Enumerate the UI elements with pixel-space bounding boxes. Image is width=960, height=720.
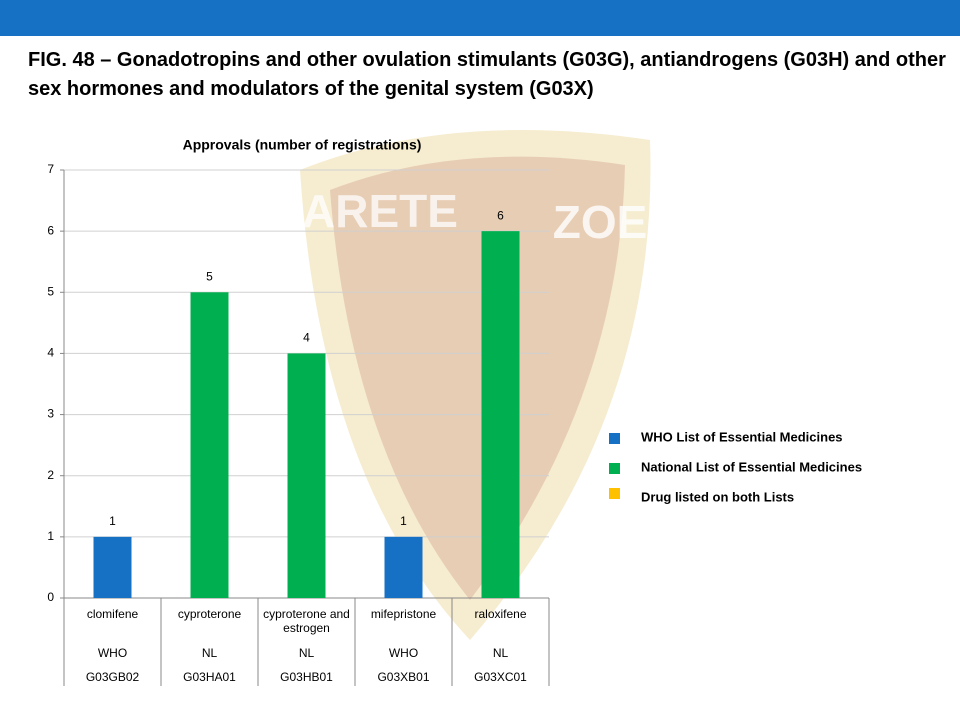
watermark-text: ZOE xyxy=(553,196,648,248)
bar xyxy=(481,231,520,598)
data-label: 1 xyxy=(400,514,407,528)
legend-label: WHO List of Essential Medicines xyxy=(641,429,843,444)
legend-label: Drug listed on both Lists xyxy=(641,489,794,504)
list-label: NL xyxy=(298,646,315,660)
atc-code: G03GB02 xyxy=(85,670,140,684)
figure-title: FIG. 48 – Gonadotropins and other ovulat… xyxy=(28,49,946,100)
header-bar xyxy=(0,0,960,36)
data-label: 4 xyxy=(303,331,310,345)
bar xyxy=(287,353,326,598)
x-tick-label: mifepristone xyxy=(370,607,437,621)
atc-code: G03HB01 xyxy=(280,670,333,684)
y-tick-label: 6 xyxy=(47,223,54,237)
atc-code: G03XC01 xyxy=(474,670,527,684)
x-tick-label: clomifene xyxy=(86,607,139,621)
legend-swatch xyxy=(609,433,620,444)
data-label: 5 xyxy=(206,269,213,283)
list-label: NL xyxy=(492,646,509,660)
bar xyxy=(190,292,229,598)
list-label: WHO xyxy=(97,646,128,660)
x-tick-label: raloxifene xyxy=(474,607,527,621)
y-tick-label: 4 xyxy=(47,346,54,360)
list-label: WHO xyxy=(388,646,419,660)
y-tick-label: 3 xyxy=(47,407,54,421)
data-label: 1 xyxy=(109,514,116,528)
watermark-text: ARETE xyxy=(302,185,458,237)
y-tick-label: 7 xyxy=(47,162,54,176)
y-tick-label: 5 xyxy=(47,284,54,298)
list-label: NL xyxy=(201,646,218,660)
x-tick-label: cyproterone xyxy=(177,607,242,621)
x-tick-label: cyproterone and estrogen xyxy=(263,607,350,635)
y-tick-label: 0 xyxy=(47,590,54,604)
y-tick-label: 2 xyxy=(47,468,54,482)
watermark xyxy=(300,130,651,640)
data-label: 6 xyxy=(497,208,504,222)
atc-code: G03XB01 xyxy=(377,670,430,684)
bar xyxy=(384,536,423,598)
legend-swatch xyxy=(609,488,620,499)
legend-swatch xyxy=(609,463,620,474)
bar xyxy=(93,536,132,598)
legend-label: National List of Essential Medicines xyxy=(641,459,862,474)
y-tick-label: 1 xyxy=(47,529,54,543)
chart-title: Approvals (number of registrations) xyxy=(183,137,422,153)
atc-code: G03HA01 xyxy=(183,670,236,684)
